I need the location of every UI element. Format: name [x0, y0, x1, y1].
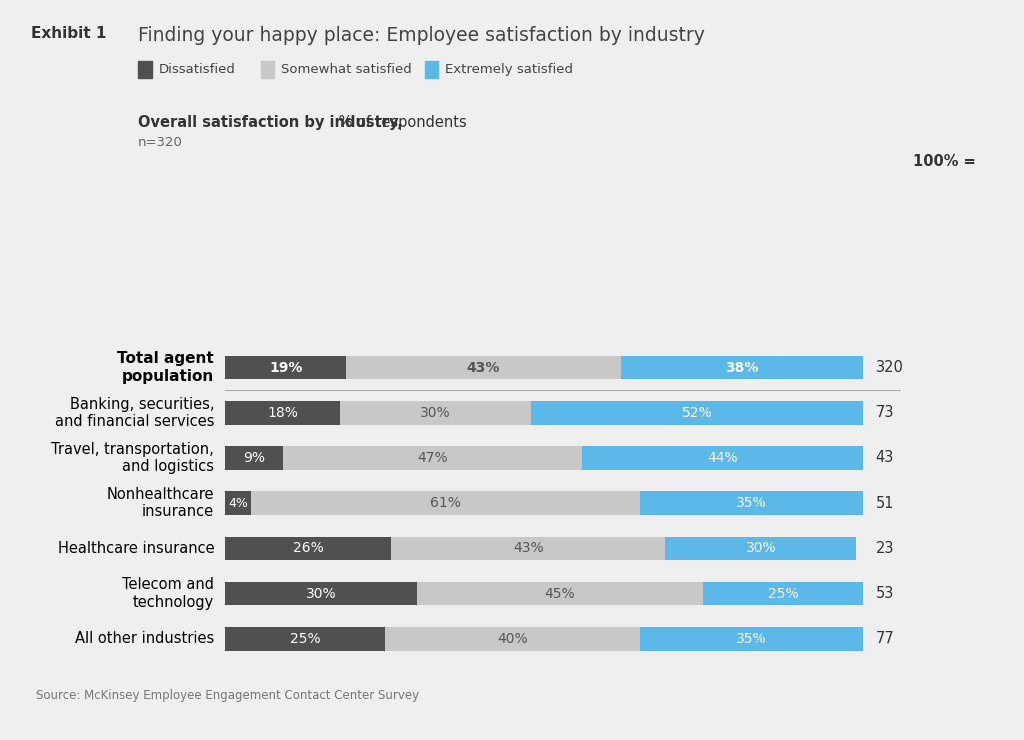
- Text: 19%: 19%: [269, 360, 302, 374]
- Text: 4%: 4%: [228, 497, 248, 510]
- Bar: [417, 582, 703, 605]
- Text: 25%: 25%: [290, 632, 321, 646]
- Text: 52%: 52%: [682, 406, 713, 420]
- Text: 53: 53: [876, 586, 894, 601]
- Bar: [225, 627, 385, 650]
- Bar: [225, 491, 251, 515]
- Text: 45%: 45%: [545, 587, 575, 601]
- Text: 40%: 40%: [497, 632, 527, 646]
- Bar: [346, 356, 621, 380]
- Text: 320: 320: [876, 360, 903, 375]
- Text: 9%: 9%: [243, 451, 265, 465]
- Text: 100% =: 100% =: [913, 154, 976, 169]
- Text: % of respondents: % of respondents: [334, 115, 467, 130]
- Text: Source: McKinsey Employee Engagement Contact Center Survey: Source: McKinsey Employee Engagement Con…: [36, 688, 419, 702]
- Text: 23: 23: [876, 541, 894, 556]
- Text: 51: 51: [876, 496, 894, 511]
- Text: 61%: 61%: [430, 497, 461, 510]
- Text: Finding your happy place: Employee satisfaction by industry: Finding your happy place: Employee satis…: [138, 26, 706, 45]
- Bar: [283, 446, 583, 470]
- Text: 38%: 38%: [725, 360, 759, 374]
- Bar: [225, 401, 340, 425]
- Text: Dissatisfied: Dissatisfied: [159, 63, 236, 76]
- Text: 30%: 30%: [421, 406, 451, 420]
- Bar: [621, 356, 863, 380]
- Text: Overall satisfaction by industry,: Overall satisfaction by industry,: [138, 115, 403, 130]
- Bar: [666, 536, 856, 560]
- Text: 30%: 30%: [745, 542, 776, 556]
- Text: 30%: 30%: [305, 587, 336, 601]
- Text: 35%: 35%: [736, 632, 767, 646]
- Bar: [340, 401, 531, 425]
- Bar: [251, 491, 640, 515]
- Text: 77: 77: [876, 631, 894, 646]
- Text: 47%: 47%: [417, 451, 447, 465]
- Bar: [640, 627, 863, 650]
- Bar: [703, 582, 863, 605]
- Bar: [583, 446, 863, 470]
- Text: 43: 43: [876, 451, 894, 465]
- Text: 25%: 25%: [768, 587, 799, 601]
- Bar: [640, 491, 863, 515]
- Text: 43%: 43%: [513, 542, 544, 556]
- Text: 35%: 35%: [736, 497, 767, 510]
- Text: 26%: 26%: [293, 542, 324, 556]
- Text: 43%: 43%: [467, 360, 500, 374]
- Bar: [385, 627, 640, 650]
- Text: Exhibit 1: Exhibit 1: [31, 26, 106, 41]
- Bar: [391, 536, 666, 560]
- Text: 18%: 18%: [267, 406, 298, 420]
- Text: 44%: 44%: [708, 451, 738, 465]
- Bar: [225, 582, 417, 605]
- Bar: [225, 446, 283, 470]
- Text: Somewhat satisfied: Somewhat satisfied: [282, 63, 412, 76]
- Text: 73: 73: [876, 406, 894, 420]
- Text: n=320: n=320: [138, 136, 183, 149]
- Bar: [225, 536, 391, 560]
- Bar: [531, 401, 863, 425]
- Text: Extremely satisfied: Extremely satisfied: [445, 63, 573, 76]
- Bar: [225, 356, 346, 380]
